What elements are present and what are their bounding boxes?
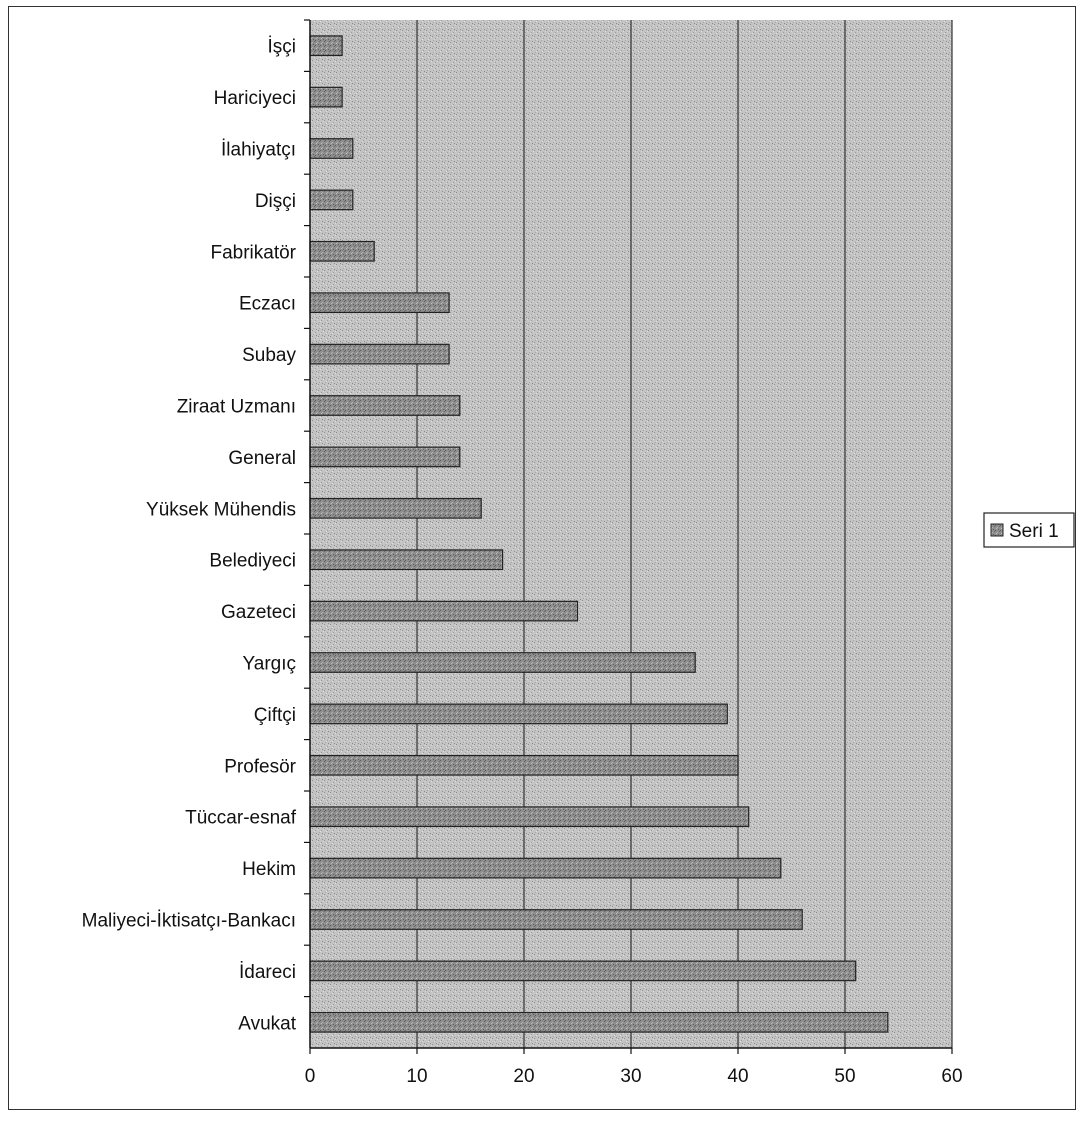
category-label: General bbox=[228, 448, 296, 469]
bar bbox=[309, 86, 343, 108]
category-label: Avukat bbox=[238, 1013, 296, 1034]
bar bbox=[309, 652, 696, 673]
bars bbox=[309, 35, 889, 1033]
x-tick-label: 40 bbox=[727, 1066, 748, 1087]
x-tick-label: 30 bbox=[620, 1066, 641, 1087]
category-label: Fabrikatör bbox=[210, 242, 296, 263]
bar bbox=[309, 549, 504, 571]
category-label: Profesör bbox=[224, 756, 296, 777]
category-label: İlahiyatçı bbox=[221, 140, 296, 161]
bar bbox=[309, 138, 354, 159]
bar bbox=[309, 497, 482, 519]
category-labels: İşçi Hariciyeci İlahiyatçı Dişçi Fabrikatör E… bbox=[82, 19, 310, 1034]
category-label: Çiftçi bbox=[254, 705, 296, 726]
bar bbox=[309, 909, 803, 930]
category-label: Hekim bbox=[242, 859, 296, 880]
category-label: Ziraat Uzmanı bbox=[177, 397, 296, 418]
bar bbox=[309, 754, 739, 776]
x-axis-ticks: 0 10 20 30 40 50 60 bbox=[305, 1048, 963, 1087]
bar bbox=[309, 343, 450, 365]
legend: Seri 1 bbox=[983, 512, 1075, 548]
category-label: İşçi bbox=[268, 37, 297, 58]
x-tick-label: 20 bbox=[513, 1066, 534, 1087]
x-tick-label: 60 bbox=[941, 1066, 962, 1087]
x-tick-label: 0 bbox=[305, 1066, 316, 1087]
legend-swatch bbox=[990, 523, 1004, 537]
bar bbox=[309, 395, 461, 416]
category-label: Tüccar-esnaf bbox=[185, 808, 297, 829]
category-label: İdareci bbox=[239, 962, 296, 983]
bar bbox=[309, 857, 782, 879]
bar bbox=[309, 240, 375, 262]
bar bbox=[309, 35, 343, 57]
legend-label: Seri 1 bbox=[1009, 521, 1059, 542]
category-label: Gazeteci bbox=[221, 602, 296, 623]
bar bbox=[309, 292, 450, 314]
bar bbox=[309, 806, 750, 828]
bar bbox=[309, 960, 857, 982]
bar bbox=[309, 446, 461, 468]
category-label: Subay bbox=[242, 345, 296, 366]
category-label: Belediyeci bbox=[209, 551, 296, 572]
bar bbox=[309, 189, 354, 211]
category-label: Hariciyeci bbox=[214, 88, 296, 109]
category-label: Eczacı bbox=[239, 294, 296, 315]
category-label: Dişçi bbox=[255, 191, 296, 212]
category-label: Yüksek Mühendis bbox=[146, 499, 296, 520]
category-label: Maliyeci-İktisatçı-Bankacı bbox=[82, 911, 296, 932]
category-label: Yargıç bbox=[242, 654, 296, 675]
bar bbox=[309, 703, 728, 725]
x-tick-label: 10 bbox=[406, 1066, 427, 1087]
x-tick-label: 50 bbox=[834, 1066, 855, 1087]
bar bbox=[309, 600, 579, 622]
bar bbox=[309, 1011, 889, 1033]
